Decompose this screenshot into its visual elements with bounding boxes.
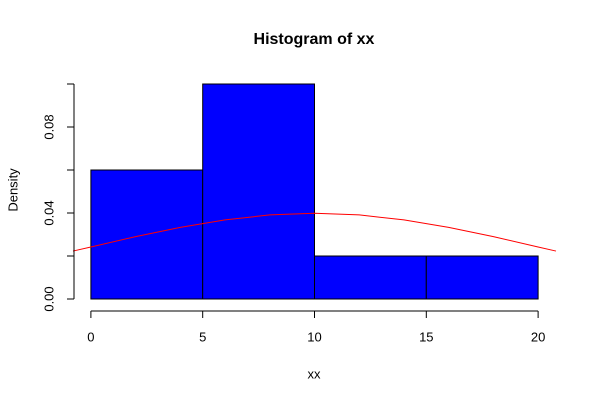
bar [314,255,427,300]
x-tick-label: 20 [531,329,545,344]
x-tick-label: 5 [199,329,206,344]
bar [202,83,315,300]
x-tick-label: 0 [87,329,94,344]
y-tick-label: 0.08 [41,114,56,139]
x-axis-label: xx [308,366,322,381]
y-axis-label: Density [5,168,20,212]
density-curve [72,212,557,252]
chart-title: Histogram of xx [254,31,375,48]
x-tick-label: 10 [307,329,321,344]
x-tick-label: 15 [419,329,433,344]
y-tick-label: 0.00 [41,286,56,311]
bar [425,255,539,300]
y-tick-label: 0.04 [41,200,56,225]
